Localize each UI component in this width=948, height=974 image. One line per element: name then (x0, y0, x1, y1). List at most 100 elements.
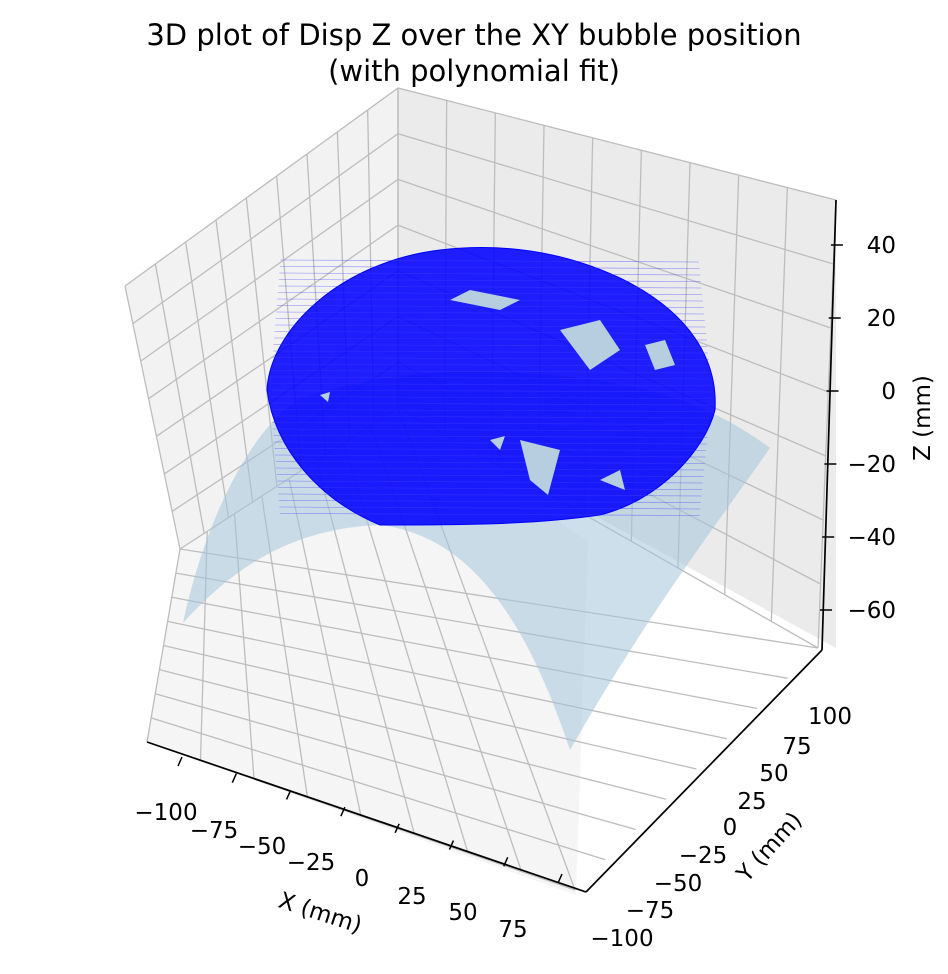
x-tick-label: −25 (287, 850, 336, 876)
point-row (275, 324, 706, 328)
z-axis-label: Z (mm) (910, 375, 936, 461)
y-tick-label: 25 (737, 789, 766, 815)
z-tick-label: −20 (847, 452, 896, 478)
point-gap (490, 436, 505, 450)
point-gap (450, 290, 520, 310)
z-tick-label: 40 (867, 233, 896, 259)
z-tick-label: 20 (867, 306, 896, 332)
point-gap (645, 340, 675, 370)
z-tick-label: 0 (881, 379, 896, 405)
y-tick-label: −75 (626, 898, 675, 924)
grid-line (167, 620, 728, 740)
point-row (271, 402, 711, 406)
x-tick (285, 790, 292, 800)
point-row (271, 376, 711, 380)
point-gap (320, 392, 330, 402)
x-tick (448, 840, 455, 850)
point-row (271, 370, 711, 373)
x-tick-label: −100 (134, 800, 197, 826)
point-row (272, 363, 710, 367)
point-row (273, 428, 709, 432)
point-row (275, 454, 706, 458)
x-tick-label: 50 (448, 900, 477, 926)
point-row (272, 357, 709, 360)
point-row (277, 487, 703, 490)
x-tick (557, 873, 563, 884)
point-gap (560, 320, 620, 370)
point-row (275, 318, 705, 321)
chart-title-line-1: 3D plot of Disp Z over the XY bubble pos… (146, 18, 802, 52)
x-axis-label: X (mm) (275, 888, 365, 939)
x-tick-label: −75 (190, 818, 239, 844)
point-row (276, 467, 705, 471)
point-row (270, 383, 712, 386)
point-row (279, 266, 700, 269)
point-row (273, 344, 708, 347)
z-axis-line (821, 199, 837, 651)
point-gap (600, 470, 625, 490)
point-row (274, 337, 707, 341)
grid-line (163, 644, 697, 770)
y-tick-label: 100 (808, 704, 852, 730)
grid-line (132, 132, 834, 325)
point-row (278, 285, 702, 289)
grid-line (215, 219, 254, 503)
y-axis-line (585, 649, 823, 893)
z-tick-label: −60 (847, 598, 896, 624)
point-row (270, 396, 712, 399)
x-tick-label: 0 (355, 866, 370, 892)
point-row (278, 279, 701, 282)
axis-lines (146, 199, 837, 893)
y-tick-label: −100 (590, 926, 653, 952)
x-tick (231, 773, 237, 784)
point-row (280, 259, 700, 263)
grid-line (124, 87, 837, 287)
point-row (279, 272, 701, 276)
point-row (274, 448, 707, 451)
y-tick-label: 0 (723, 815, 738, 841)
grid-line (124, 285, 181, 550)
point-row (269, 389, 713, 393)
y-axis-label: Y (mm) (731, 807, 807, 888)
x-tick (503, 856, 509, 867)
point-row (276, 474, 704, 477)
x-tick-label: 25 (397, 884, 426, 910)
x-tick-label: 75 (498, 917, 527, 943)
x-tick (340, 806, 346, 817)
point-row (273, 435, 708, 438)
grid-line (724, 175, 740, 595)
grid-line (159, 668, 667, 800)
y-tick-label: −25 (679, 843, 728, 869)
x-tick-label: −50 (238, 834, 287, 860)
y-tick-label: 50 (759, 761, 788, 787)
y-tick-label: −50 (654, 871, 703, 897)
chart-title-line-2: (with polynomial fit) (328, 54, 620, 88)
y-tick-label: 75 (782, 734, 811, 760)
point-row (279, 506, 701, 510)
grid-line (150, 717, 606, 861)
point-row (272, 415, 710, 419)
grid-line (185, 241, 230, 518)
grid-line (171, 596, 758, 710)
x-axis-line (146, 741, 587, 893)
x-tick (177, 756, 183, 767)
grid-line (140, 178, 832, 362)
point-row (274, 441, 707, 445)
point-gap (520, 440, 560, 495)
point-row (278, 500, 701, 503)
point-row (278, 493, 702, 497)
grid-line (175, 572, 788, 679)
point-row (277, 480, 703, 484)
point-row (277, 292, 703, 295)
point-row (271, 409, 711, 412)
data-points (266, 246, 716, 526)
point-row (279, 513, 700, 516)
grid-line (154, 263, 205, 534)
grid-line (770, 187, 788, 622)
point-row (276, 311, 705, 315)
point-row (275, 461, 705, 464)
point-row (274, 331, 707, 334)
